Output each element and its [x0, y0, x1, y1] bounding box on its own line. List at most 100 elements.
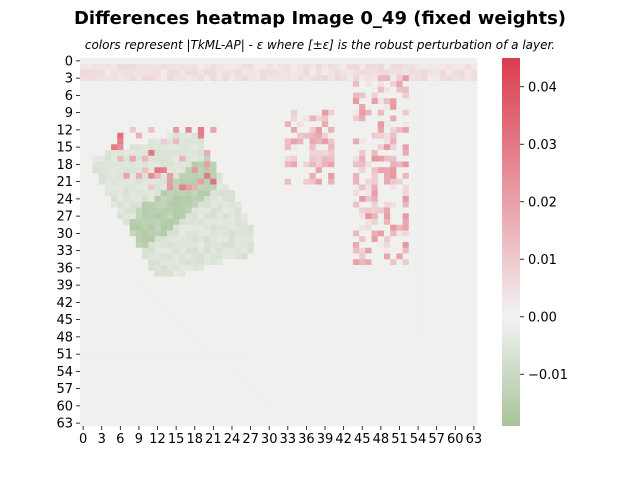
heatmap-cell [142, 155, 149, 162]
heatmap-cell [179, 322, 186, 329]
heatmap-cell [253, 98, 261, 105]
heatmap-cell [390, 242, 397, 249]
heatmap-cell [111, 190, 118, 197]
heatmap-cell [328, 368, 335, 375]
heatmap-cell [204, 144, 211, 151]
heatmap-cell [197, 385, 205, 392]
heatmap-cell [259, 150, 267, 157]
heatmap-cell [408, 385, 416, 392]
heatmap-cell [241, 167, 248, 174]
heatmap-cell [166, 224, 174, 231]
heatmap-cell [427, 305, 434, 312]
heatmap-cell [166, 420, 174, 427]
heatmap-cell [173, 316, 180, 323]
heatmap-cell [458, 81, 465, 88]
heatmap-cell [80, 339, 87, 346]
heatmap-cell [321, 328, 329, 335]
heatmap-cell [123, 161, 131, 168]
heatmap-cell [259, 305, 267, 312]
heatmap-cell [321, 345, 329, 352]
heatmap-cell [328, 322, 335, 329]
heatmap-cell [371, 63, 379, 70]
heatmap-cell [377, 322, 385, 329]
heatmap-cell [259, 86, 267, 93]
heatmap-cell [297, 224, 304, 231]
heatmap-cell [123, 138, 131, 145]
heatmap-cell [464, 391, 472, 398]
heatmap-cell [365, 127, 372, 134]
heatmap-cell [253, 288, 261, 295]
heatmap-cell [92, 345, 100, 352]
heatmap-cell [371, 253, 379, 260]
heatmap-cell [328, 178, 335, 185]
heatmap-cell [359, 414, 366, 421]
heatmap-cell [284, 374, 292, 381]
heatmap-cell [92, 109, 100, 116]
heatmap-cell [396, 345, 403, 352]
heatmap-cell [80, 368, 87, 375]
heatmap-cell [421, 380, 428, 387]
heatmap-cell [197, 380, 205, 387]
heatmap-cell [464, 322, 472, 329]
heatmap-cell [154, 58, 162, 65]
heatmap-cell [179, 276, 186, 283]
heatmap-cell [142, 328, 149, 335]
x-tick-label: 42 [335, 432, 352, 447]
heatmap-cell [427, 230, 434, 237]
heatmap-cell [309, 230, 317, 237]
heatmap-cell [216, 368, 224, 375]
heatmap-cell [290, 345, 298, 352]
heatmap-cell [259, 362, 267, 369]
heatmap-cell [253, 247, 261, 254]
heatmap-cell [452, 334, 459, 341]
heatmap-cell [458, 385, 465, 392]
heatmap-cell [439, 408, 447, 415]
heatmap-cell [439, 75, 447, 82]
heatmap-cell [303, 213, 310, 220]
heatmap-cell [191, 167, 199, 174]
x-tick-label: 21 [205, 432, 222, 447]
heatmap-cell [253, 385, 261, 392]
heatmap-cell [253, 322, 261, 329]
heatmap-cell [80, 75, 87, 82]
heatmap-cell [365, 161, 372, 168]
heatmap-cell [303, 328, 310, 335]
heatmap-cell [272, 75, 279, 82]
heatmap-cell [197, 247, 205, 254]
heatmap-cell [458, 144, 465, 151]
heatmap-cell [86, 299, 93, 306]
heatmap-cell [452, 322, 459, 329]
heatmap-cell [272, 224, 279, 231]
heatmap-cell [439, 167, 447, 174]
heatmap-cell [104, 288, 112, 295]
heatmap-cell [104, 167, 112, 174]
heatmap-cell [228, 282, 236, 289]
heatmap-cell [160, 213, 168, 220]
heatmap-cell [470, 328, 478, 335]
heatmap-cell [197, 138, 205, 145]
heatmap-cell [197, 161, 205, 168]
heatmap-cell [297, 253, 304, 260]
heatmap-cell [290, 362, 298, 369]
heatmap-cell [297, 282, 304, 289]
heatmap-cell [365, 293, 372, 300]
heatmap-cell [402, 362, 410, 369]
heatmap-cell [241, 224, 248, 231]
heatmap-cell [204, 293, 211, 300]
heatmap-cell [445, 242, 453, 249]
heatmap-cell [315, 230, 323, 237]
heatmap-cell [247, 380, 255, 387]
heatmap-cell [111, 253, 118, 260]
heatmap-cell [396, 92, 403, 99]
heatmap-cell [173, 380, 180, 387]
heatmap-cell [383, 236, 391, 243]
heatmap-cell [135, 173, 143, 180]
heatmap-cell [284, 247, 292, 254]
heatmap-cell [321, 316, 329, 323]
heatmap-cell [259, 173, 267, 180]
heatmap-cell [272, 161, 279, 168]
heatmap-cell [272, 328, 279, 335]
heatmap-cell [439, 150, 447, 157]
heatmap-cell [334, 293, 341, 300]
heatmap-cell [458, 127, 465, 134]
